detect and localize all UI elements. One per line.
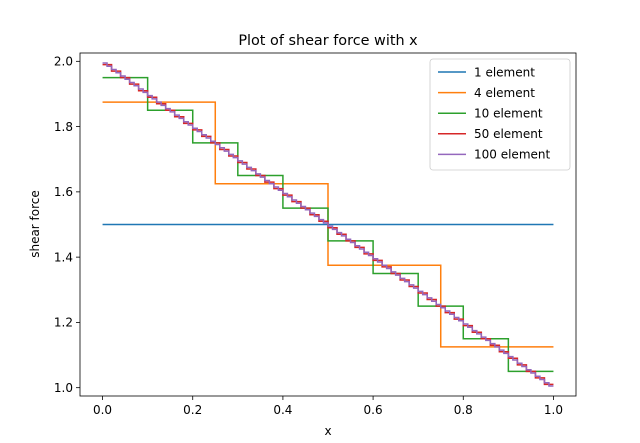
legend-label-4: 100 element [474,148,550,162]
y-tick-label: 1.8 [54,120,73,134]
legend-label-0: 1 element [474,65,535,79]
legend-label-3: 50 element [474,127,543,141]
x-tick-label: 1.0 [544,403,563,417]
legend: 1 element 4 element 10 element 50 element 10… [429,58,571,171]
x-tick-label: 0.2 [183,403,202,417]
x-axis-label: x [324,424,331,438]
y-tick-label: 2.0 [54,55,73,69]
legend-label-2: 10 element [474,107,543,121]
legend-label-1: 4 element [474,86,535,100]
y-tick-label: 1.4 [54,250,73,264]
plot-area [79,52,577,397]
chart-title: Plot of shear force with x [238,33,418,49]
x-tick-label: 0.8 [454,403,473,417]
series-line-4 [102,62,554,387]
x-tick-label: 0.6 [364,403,383,417]
legend-box [429,58,571,171]
y-tick-label: 1.2 [54,316,73,330]
x-axis: 0.0 0.2 0.4 0.6 0.8 1.0 [93,396,563,417]
axes-frame [79,52,577,397]
x-tick-label: 0.0 [93,403,112,417]
y-tick-label: 1.0 [54,381,73,395]
x-tick-label: 0.4 [273,403,292,417]
y-tick-label: 1.6 [54,185,73,199]
y-axis: 1.0 1.2 1.4 1.6 1.8 2.0 [54,55,80,395]
y-axis-label: shear force [28,190,42,258]
